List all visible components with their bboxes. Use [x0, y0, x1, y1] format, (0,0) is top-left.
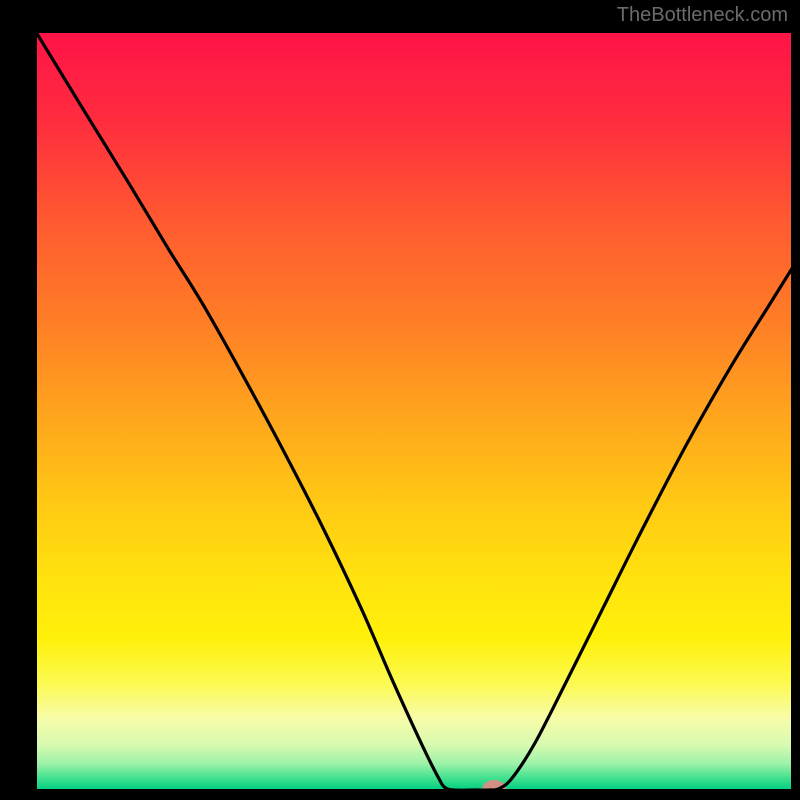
chart-svg — [0, 0, 800, 800]
watermark-text: TheBottleneck.com — [617, 4, 788, 27]
chart-root: TheBottleneck.com — [0, 0, 800, 800]
